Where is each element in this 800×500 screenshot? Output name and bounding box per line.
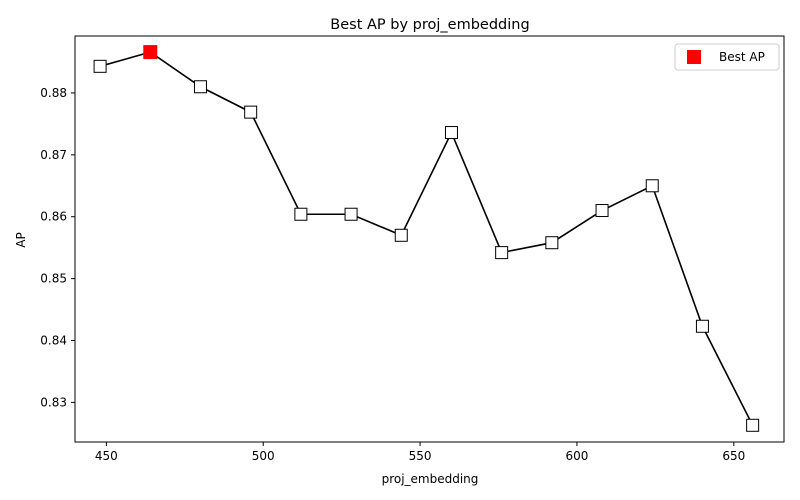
- data-point: [495, 246, 509, 260]
- legend-marker: [687, 50, 701, 64]
- best-ap-marker: [143, 45, 158, 60]
- data-point: [595, 204, 609, 218]
- data-point: [746, 418, 760, 432]
- y-axis-label: AP: [14, 232, 28, 247]
- data-point: [344, 207, 358, 221]
- legend-label: Best AP: [719, 50, 765, 64]
- x-tick-label: 600: [565, 449, 588, 463]
- data-point: [645, 179, 659, 193]
- y-tick-label: 0.83: [40, 395, 67, 409]
- data-point: [695, 319, 709, 333]
- data-point: [294, 207, 308, 221]
- y-tick-label: 0.85: [40, 272, 67, 286]
- series-line: [99, 51, 754, 426]
- legend: Best AP: [674, 43, 780, 71]
- x-tick-label: 650: [722, 449, 745, 463]
- x-tick-label: 450: [95, 449, 118, 463]
- plot-frame: [74, 35, 785, 443]
- data-point: [444, 126, 458, 140]
- chart-title: Best AP by proj_embedding: [330, 17, 529, 33]
- data-point: [244, 105, 258, 119]
- data-point: [394, 228, 408, 242]
- x-axis-label: proj_embedding: [382, 472, 479, 486]
- y-tick-label: 0.84: [40, 334, 67, 348]
- data-point: [545, 236, 559, 250]
- data-point: [93, 59, 107, 73]
- y-tick-label: 0.87: [40, 148, 67, 162]
- data-point: [193, 80, 207, 94]
- y-tick-label: 0.88: [40, 86, 67, 100]
- x-tick-label: 500: [252, 449, 275, 463]
- y-tick-label: 0.86: [40, 210, 67, 224]
- x-tick-label: 550: [409, 449, 432, 463]
